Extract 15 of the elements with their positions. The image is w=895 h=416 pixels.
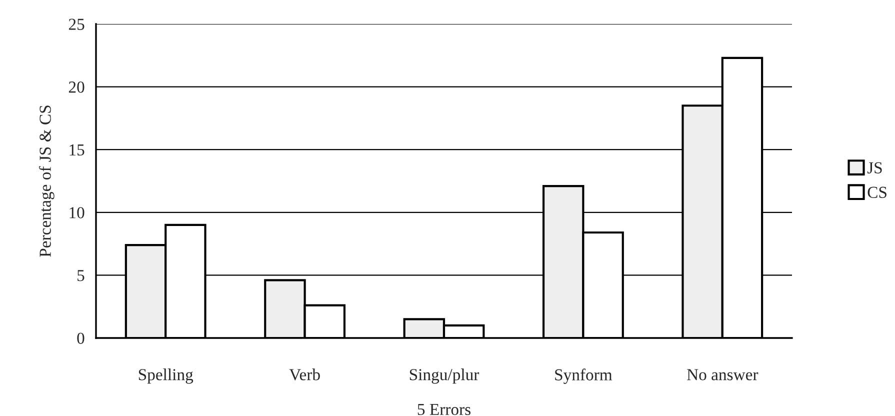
- y-tick-label: 10: [70, 207, 84, 218]
- legend-label: CS: [868, 186, 886, 198]
- y-tick-label: 25: [68, 18, 84, 30]
- y-tick-label: 5: [78, 270, 84, 282]
- x-tick-label: Singu/plur: [410, 368, 480, 384]
- y-tick-label: 0: [77, 332, 84, 344]
- x-tick-label: Synform: [555, 368, 612, 384]
- x-tick-label: Spelling: [138, 368, 194, 384]
- legend-label: JS: [867, 162, 882, 174]
- x-axis-title: 5 Errors: [418, 404, 470, 416]
- y-tick-label: 20: [68, 82, 84, 93]
- x-tick-label: Verb: [289, 368, 320, 380]
- y-tick-label: 15: [70, 144, 84, 156]
- y-axis-title: Percentage of JS & CS: [39, 106, 54, 257]
- x-tick-label: No answer: [687, 369, 758, 380]
